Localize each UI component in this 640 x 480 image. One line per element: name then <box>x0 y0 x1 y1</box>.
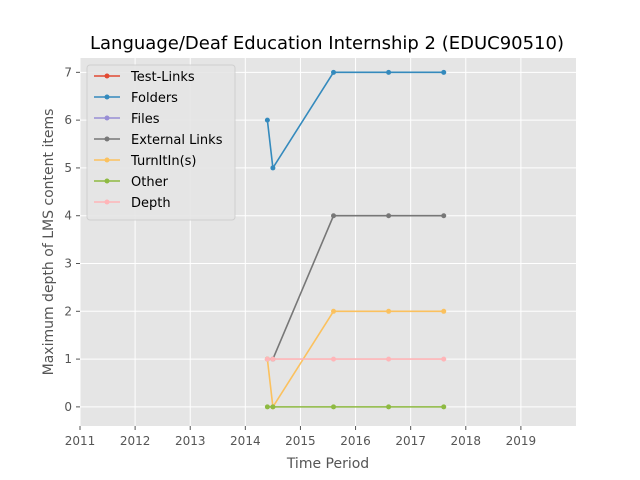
x-tick-label: 2016 <box>340 434 371 448</box>
y-tick-labels: 0 1 2 3 4 5 6 7 <box>64 65 80 414</box>
legend-label: External Links <box>131 133 223 148</box>
y-axis-label: Maximum depth of LMS content items <box>41 109 57 376</box>
data-point <box>441 69 447 75</box>
y-tick-label: 5 <box>64 161 72 175</box>
data-point <box>386 213 392 219</box>
data-point <box>386 356 392 362</box>
data-point <box>270 356 276 362</box>
data-point <box>270 404 276 410</box>
x-tick-label: 2014 <box>230 434 261 448</box>
data-point <box>441 308 447 314</box>
data-point <box>331 308 337 314</box>
x-tick-label: 2018 <box>451 434 482 448</box>
y-tick-label: 3 <box>64 257 72 271</box>
y-tick-label: 6 <box>64 113 72 127</box>
y-tick-label: 0 <box>64 400 72 414</box>
legend-label: Folders <box>131 91 178 106</box>
data-point <box>386 308 392 314</box>
chart-title: Language/Deaf Education Internship 2 (ED… <box>90 33 564 54</box>
legend-label: Depth <box>131 196 171 211</box>
data-point <box>386 404 392 410</box>
x-tick-label: 2011 <box>65 434 96 448</box>
y-tick-label: 4 <box>64 209 72 223</box>
legend-label: Other <box>131 175 169 190</box>
data-point <box>441 356 447 362</box>
y-tick-label: 1 <box>64 352 72 366</box>
data-point <box>331 213 337 219</box>
legend-marker <box>104 73 110 79</box>
y-tick-label: 2 <box>64 304 72 318</box>
legend-box <box>86 64 236 221</box>
legend-label: Test-Links <box>130 70 195 85</box>
legend-label: Files <box>131 112 160 127</box>
data-point <box>331 69 337 75</box>
x-tick-label: 2013 <box>175 434 206 448</box>
data-point <box>331 404 337 410</box>
data-point <box>270 165 276 171</box>
data-point <box>441 404 447 410</box>
legend-label: TurnItIn(s) <box>130 154 196 169</box>
data-point <box>264 356 270 362</box>
legend-marker <box>104 199 110 205</box>
series-lines <box>264 69 447 410</box>
data-point <box>441 213 447 219</box>
x-tick-labels: 2011 2012 2013 2014 2015 2016 2017 2018 2019 <box>65 426 536 448</box>
legend-marker <box>104 94 110 100</box>
x-tick-label: 2017 <box>395 434 426 448</box>
data-point <box>331 356 337 362</box>
y-tick-label: 7 <box>64 65 72 79</box>
legend-marker <box>104 115 110 121</box>
legend-marker <box>104 157 110 163</box>
legend-marker <box>104 136 110 142</box>
data-point <box>264 404 270 410</box>
x-axis-label: Time Period <box>286 456 369 472</box>
data-point <box>386 69 392 75</box>
x-tick-label: 2015 <box>285 434 316 448</box>
legend-marker <box>104 178 110 184</box>
x-tick-label: 2019 <box>506 434 537 448</box>
data-point <box>264 117 270 123</box>
x-tick-label: 2012 <box>120 434 151 448</box>
legend: Test-Links Folders Files External Links Turn… <box>86 64 236 221</box>
